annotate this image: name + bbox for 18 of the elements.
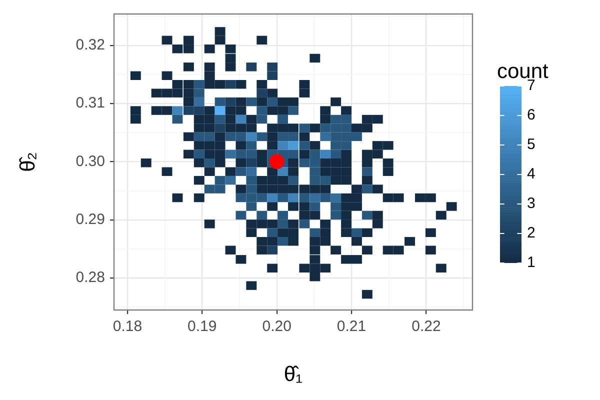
y-axis-title: θ̂₂ [16,152,40,172]
color-bar-label: 5 [527,136,536,154]
color-bar-label: 2 [527,224,536,242]
x-tick-label: 0.21 [336,318,366,336]
x-tick-label: 0.20 [262,318,292,336]
x-tick-label: 0.22 [412,318,441,336]
color-bar-label: 6 [527,106,536,124]
y-tick-label: 0.31 [76,94,105,112]
y-tick-label: 0.28 [76,269,105,286]
y-tick-label: 0.30 [76,152,105,170]
x-tick-label: 0.18 [112,318,142,336]
color-bar-label: 4 [527,166,536,183]
x-tick-label: 0.19 [188,318,217,336]
color-bar-label: 3 [527,195,536,212]
x-axis-title: θ̂₁ [284,363,303,386]
y-tick-label: 0.32 [76,36,105,54]
y-tick-label: 0.29 [76,211,105,228]
color-bar-label: 1 [527,254,536,272]
